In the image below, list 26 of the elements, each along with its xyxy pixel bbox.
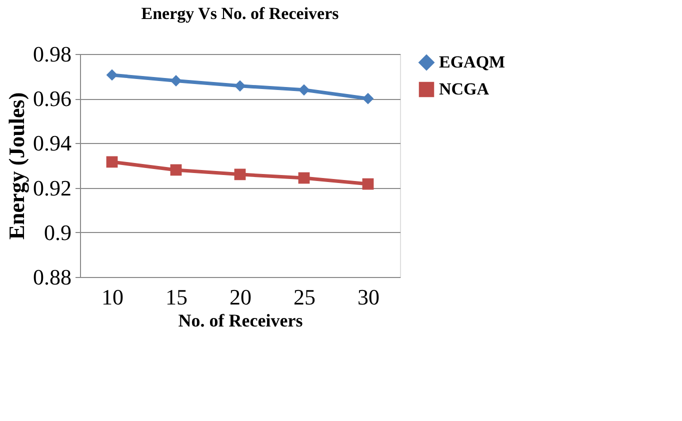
point [298, 172, 310, 184]
point [106, 69, 118, 81]
x-axis-title: No. of Receivers [178, 310, 303, 330]
point [298, 84, 310, 96]
point [234, 168, 246, 180]
point [234, 80, 246, 92]
point [362, 178, 374, 190]
x-tick-label: 30 [358, 284, 380, 310]
point [170, 75, 182, 86]
x-tick-label: 15 [166, 284, 188, 310]
y-tick-label: 0.88 [33, 264, 72, 290]
y-tick-label: 0.92 [33, 175, 72, 200]
legend-label: NCGA [439, 80, 490, 98]
x-tick-label: 10 [102, 284, 124, 310]
y-tick-label: 0.98 [33, 42, 72, 66]
point [170, 164, 182, 176]
point [106, 156, 118, 168]
x-tick-label: 20 [230, 284, 252, 310]
x-tick-label: 25 [294, 284, 316, 310]
y-tick-label: 0.96 [33, 86, 72, 112]
legend-label: EGAQM [439, 52, 506, 72]
chart-title: Energy Vs No. of Receivers [141, 4, 340, 23]
point [362, 92, 374, 104]
y-axis-title: Energy (Joules) [4, 92, 29, 240]
y-tick-label: 0.94 [33, 130, 72, 156]
y-tick-label: 0.9 [44, 220, 72, 245]
